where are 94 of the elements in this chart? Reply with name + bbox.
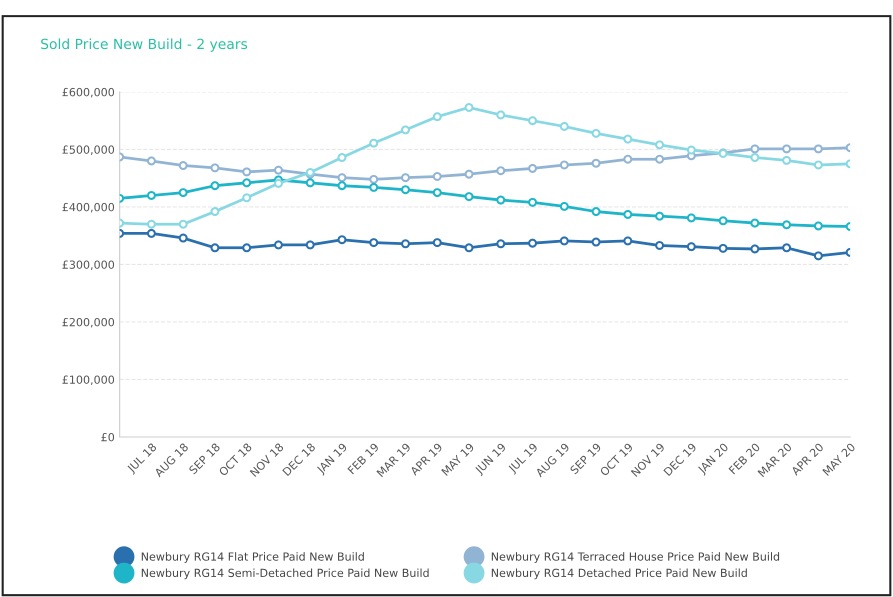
- point: [178, 234, 188, 243]
- point: [623, 154, 632, 164]
- legend-label: Newbury RG14 Flat Price Paid New Build: [142, 552, 364, 563]
- point: [146, 190, 156, 200]
- legend-label: Newbury RG14 Detached Price Paid New Build: [492, 568, 747, 580]
- point: [814, 221, 823, 230]
- y-tick-label: £500,000: [62, 145, 114, 155]
- point: [274, 178, 283, 188]
- point: [400, 173, 410, 182]
- point: [496, 110, 506, 120]
- point: [718, 216, 728, 226]
- point: [146, 228, 156, 238]
- point: [560, 202, 569, 211]
- point: [623, 210, 632, 219]
- point: [178, 161, 188, 170]
- point: [337, 235, 346, 244]
- point: [592, 207, 601, 216]
- point: [496, 239, 506, 248]
- point: [592, 128, 601, 138]
- point: [337, 181, 346, 190]
- point: [400, 185, 410, 194]
- point: [782, 156, 792, 165]
- point: [814, 144, 823, 154]
- point: [592, 158, 601, 168]
- y-tick-label: £200,000: [62, 318, 114, 328]
- point: [400, 125, 410, 134]
- point: [814, 160, 823, 170]
- point: [274, 166, 283, 175]
- point: [560, 160, 569, 170]
- point: [814, 251, 823, 260]
- point: [592, 238, 601, 247]
- y-tick-label: £300,000: [62, 260, 114, 270]
- chart-title: Sold Price New Build - 2 years: [41, 38, 248, 52]
- y-tick-label: £400,000: [62, 202, 114, 212]
- point: [686, 146, 696, 155]
- point: [178, 188, 188, 198]
- point: [655, 140, 664, 150]
- point: [210, 243, 220, 252]
- point: [337, 152, 346, 162]
- point: [464, 102, 474, 112]
- point: [750, 144, 760, 154]
- point: [464, 192, 474, 202]
- point: [686, 242, 696, 252]
- point: [623, 134, 632, 144]
- point: [337, 173, 346, 182]
- point: [655, 240, 664, 250]
- point: [782, 220, 792, 230]
- point: [274, 240, 283, 250]
- point: [782, 144, 792, 154]
- point: [782, 243, 792, 252]
- point: [464, 170, 474, 179]
- point: [210, 181, 220, 190]
- point: [306, 178, 315, 188]
- point: [560, 236, 569, 246]
- point: [242, 167, 252, 176]
- point: [655, 154, 664, 164]
- point: [750, 218, 760, 228]
- point: [432, 188, 442, 198]
- point: [464, 243, 474, 252]
- point: [528, 116, 538, 126]
- point: [750, 244, 760, 254]
- point: [242, 243, 252, 252]
- point: [432, 172, 442, 181]
- point: [210, 163, 220, 172]
- point: [369, 174, 378, 184]
- y-tick-label: £0: [101, 432, 114, 442]
- point: [496, 196, 506, 205]
- point: [528, 164, 538, 173]
- point: [432, 238, 442, 248]
- point: [496, 166, 506, 176]
- legend-label: Newbury RG14 Semi-Detached Price Paid New Build: [142, 568, 429, 580]
- point: [528, 198, 538, 207]
- point: [369, 138, 378, 148]
- point: [432, 112, 442, 122]
- point: [655, 212, 664, 221]
- point: [242, 193, 252, 202]
- point: [400, 239, 410, 248]
- point: [369, 182, 378, 192]
- point: [210, 207, 220, 216]
- point: [750, 152, 760, 162]
- y-tick-label: £600,000: [62, 88, 114, 98]
- point: [178, 220, 188, 229]
- legend-label: Newbury RG14 Terraced House Price Paid New Build: [492, 552, 780, 563]
- point: [369, 238, 378, 248]
- point: [528, 238, 538, 248]
- point: [623, 236, 632, 246]
- point: [560, 122, 569, 131]
- point: [686, 213, 696, 222]
- point: [242, 178, 252, 188]
- point: [146, 156, 156, 166]
- point: [146, 220, 156, 229]
- point: [306, 240, 315, 250]
- point: [718, 244, 728, 253]
- y-tick-label: £100,000: [62, 375, 114, 386]
